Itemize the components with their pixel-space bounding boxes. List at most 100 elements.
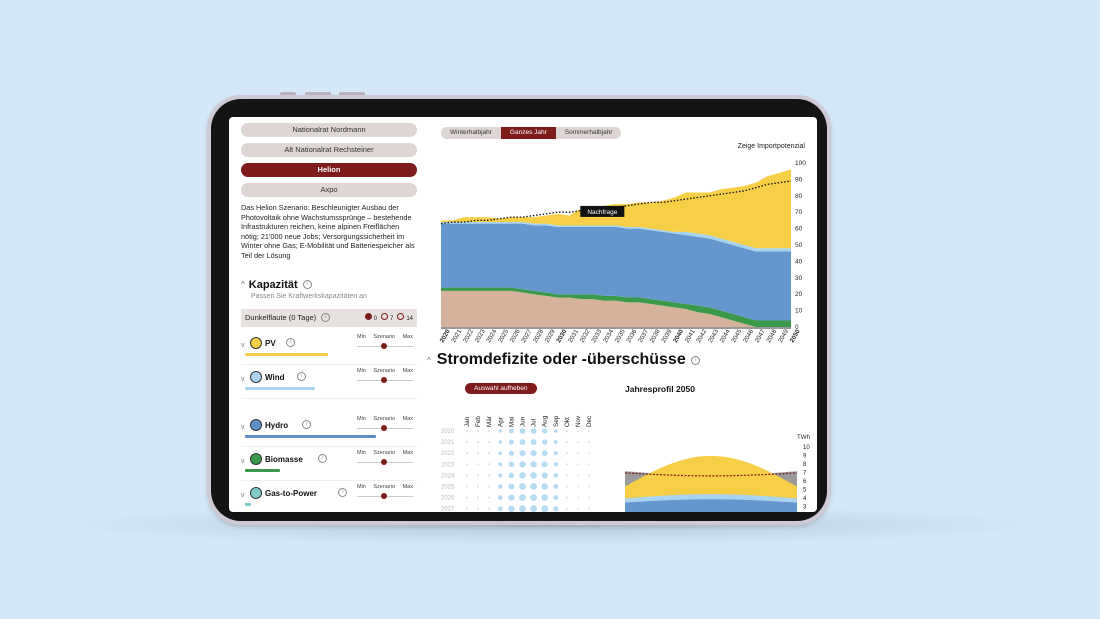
heatmap-cell[interactable] xyxy=(530,439,537,446)
chevron-down-icon[interactable]: v xyxy=(241,423,245,431)
heatmap-cell[interactable] xyxy=(553,451,558,456)
chevron-down-icon[interactable]: v xyxy=(241,491,245,499)
capacity-header[interactable]: ^ Kapazität i xyxy=(241,279,417,291)
heatmap-cell[interactable] xyxy=(465,429,469,433)
heatmap-cell[interactable] xyxy=(498,484,503,489)
heatmap-cell[interactable] xyxy=(565,429,568,433)
info-icon[interactable]: i xyxy=(296,371,306,381)
heatmap-cell[interactable] xyxy=(508,483,515,490)
heatmap-cell[interactable] xyxy=(488,429,491,433)
chevron-down-icon[interactable]: v xyxy=(241,457,245,465)
capacity-slider-handle[interactable] xyxy=(381,492,387,499)
heatmap-cell[interactable] xyxy=(588,507,591,510)
heatmap-cell[interactable] xyxy=(588,452,591,455)
heatmap-cell[interactable] xyxy=(508,472,515,479)
heatmap-cell[interactable] xyxy=(465,507,469,510)
heatmap-cell[interactable] xyxy=(488,496,491,499)
heatmap-cell[interactable] xyxy=(565,441,568,444)
heatmap-cell[interactable] xyxy=(497,495,503,500)
heatmap-cell[interactable] xyxy=(508,494,515,501)
heatmap-cell[interactable] xyxy=(530,505,537,512)
heatmap-cell[interactable] xyxy=(519,428,526,434)
heatmap-cell[interactable] xyxy=(488,463,491,466)
heatmap-cell[interactable] xyxy=(465,463,469,466)
deficit-header[interactable]: ^ Stromdefizite oder -überschüsse i xyxy=(427,351,700,369)
heatmap-cell[interactable] xyxy=(542,428,548,434)
heatmap-cell[interactable] xyxy=(553,440,558,445)
heatmap-cell[interactable] xyxy=(530,494,537,501)
tab-1[interactable]: Ganzes Jahr xyxy=(500,127,556,139)
capacity-slider-handle[interactable] xyxy=(381,458,387,465)
info-icon[interactable]: i xyxy=(286,337,296,347)
heatmap-cell[interactable] xyxy=(541,461,548,468)
heatmap-cell[interactable] xyxy=(541,439,548,445)
dunkelflaute-radio-0[interactable] xyxy=(364,313,372,321)
heatmap-cell[interactable] xyxy=(477,429,480,433)
heatmap-cell[interactable] xyxy=(530,428,537,434)
heatmap-cell[interactable] xyxy=(488,474,491,477)
heatmap-cell[interactable] xyxy=(508,461,515,468)
tab-2[interactable]: Sommerhalbjahr xyxy=(555,127,622,139)
heatmap-cell[interactable] xyxy=(519,472,526,479)
heatmap-cell[interactable] xyxy=(488,440,491,444)
heatmap-cell[interactable] xyxy=(477,441,480,444)
heatmap-cell[interactable] xyxy=(588,474,591,477)
import-potential-toggle[interactable]: Zeige Importpotenzial xyxy=(737,143,805,150)
heatmap-cell[interactable] xyxy=(577,441,579,444)
clear-selection-button[interactable]: Auswahl aufheben xyxy=(465,383,537,394)
scenario-button-3[interactable]: Axpo xyxy=(241,183,417,197)
scenario-button-2[interactable]: Helion xyxy=(241,163,417,177)
capacity-slider-handle[interactable] xyxy=(381,342,387,349)
heatmap-cell[interactable] xyxy=(477,496,480,499)
heatmap-cell[interactable] xyxy=(519,505,526,512)
heatmap-cell[interactable] xyxy=(477,463,480,466)
info-icon[interactable]: i xyxy=(690,355,700,365)
chevron-up-icon[interactable]: ^ xyxy=(427,355,431,365)
heatmap-cell[interactable] xyxy=(553,462,558,467)
heatmap-cell[interactable] xyxy=(477,507,480,510)
heatmap-cell[interactable] xyxy=(588,485,591,488)
heatmap-cell[interactable] xyxy=(565,474,568,477)
heatmap-cell[interactable] xyxy=(565,452,568,455)
heatmap-cell[interactable] xyxy=(465,452,469,455)
heatmap-cell[interactable] xyxy=(519,439,526,446)
heatmap-cell[interactable] xyxy=(519,494,526,501)
heatmap-cell[interactable] xyxy=(508,450,515,456)
heatmap-cell[interactable] xyxy=(530,450,537,457)
scenario-button-0[interactable]: Nationalrat Nordmann xyxy=(241,123,417,137)
heatmap-cell[interactable] xyxy=(498,462,503,467)
heatmap-cell[interactable] xyxy=(588,496,591,499)
heatmap-cell[interactable] xyxy=(577,474,579,477)
heatmap-cell[interactable] xyxy=(541,505,549,512)
heatmap-cell[interactable] xyxy=(541,472,548,479)
heatmap-cell[interactable] xyxy=(565,485,568,488)
heatmap-cell[interactable] xyxy=(488,452,491,455)
heatmap-cell[interactable] xyxy=(465,485,469,488)
heatmap-cell[interactable] xyxy=(565,463,568,466)
heatmap-cell[interactable] xyxy=(530,461,537,468)
info-icon[interactable]: i xyxy=(302,280,312,290)
heatmap-cell[interactable] xyxy=(577,507,579,510)
heatmap-cell[interactable] xyxy=(588,430,591,432)
heatmap-cell[interactable] xyxy=(519,450,526,457)
heatmap-cell[interactable] xyxy=(553,484,559,489)
heatmap-cell[interactable] xyxy=(577,463,579,466)
heatmap-cell[interactable] xyxy=(530,472,537,479)
heatmap-cell[interactable] xyxy=(565,496,568,499)
heatmap-cell[interactable] xyxy=(553,506,559,512)
info-icon[interactable]: i xyxy=(321,313,331,323)
heatmap-cell[interactable] xyxy=(577,496,579,499)
capacity-slider-handle[interactable] xyxy=(381,376,387,383)
heatmap-cell[interactable] xyxy=(553,495,559,501)
heatmap-cell[interactable] xyxy=(588,463,591,466)
heatmap-cell[interactable] xyxy=(577,452,579,455)
chevron-up-icon[interactable]: ^ xyxy=(241,280,245,290)
heatmap-cell[interactable] xyxy=(519,483,526,490)
heatmap-cell[interactable] xyxy=(465,441,469,444)
heatmap-cell[interactable] xyxy=(488,485,491,488)
heatmap-cell[interactable] xyxy=(488,507,491,510)
heatmap-cell[interactable] xyxy=(588,441,591,444)
heatmap-cell[interactable] xyxy=(498,473,503,478)
heatmap-cell[interactable] xyxy=(477,452,480,455)
heatmap-cell[interactable] xyxy=(541,483,548,490)
